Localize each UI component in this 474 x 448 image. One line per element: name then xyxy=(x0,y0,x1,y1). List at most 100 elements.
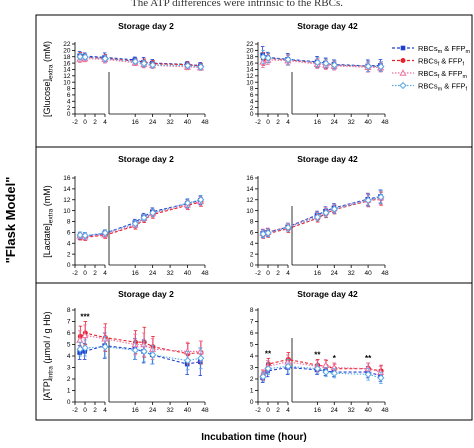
series-line xyxy=(262,195,381,234)
y-tick-label: 8 xyxy=(250,86,254,93)
x-tick-label: 40 xyxy=(184,270,192,277)
data-point xyxy=(76,231,84,239)
data-point xyxy=(264,365,272,373)
panel-title: Storage day 42 xyxy=(297,289,358,299)
significance-marker: ** xyxy=(265,349,272,358)
y-tick-label: 12 xyxy=(246,73,254,80)
y-tick-label: 1 xyxy=(250,388,254,395)
series-line xyxy=(80,332,202,355)
y-tick-label: 7 xyxy=(250,319,254,326)
y-tick-label: 0 xyxy=(67,399,71,406)
legend-label: RBCsm & FFPf xyxy=(418,82,468,93)
data-point xyxy=(131,346,139,354)
y-tick-label: 16 xyxy=(63,175,71,182)
x-tick-label: 48 xyxy=(201,407,209,414)
y-tick-label: 4 xyxy=(250,98,254,105)
data-point xyxy=(140,347,148,356)
data-point xyxy=(131,220,139,228)
x-tick-label: 16 xyxy=(314,407,322,414)
y-tick-label: 2 xyxy=(67,105,71,112)
x-tick-label: 0 xyxy=(83,119,87,126)
y-tick-label: 3 xyxy=(250,365,254,372)
y-tick-label: 1 xyxy=(67,388,71,395)
series-line xyxy=(80,201,202,238)
y-tick-label: 6 xyxy=(250,330,254,337)
data-point xyxy=(184,199,192,207)
y-axis-label: [ATP]intra (µmol / g Hb) xyxy=(42,311,55,400)
x-tick-label: 2 xyxy=(276,119,280,126)
x-tick-label: -2 xyxy=(255,270,261,277)
y-tick-label: 14 xyxy=(63,67,71,74)
x-tick-label: 16 xyxy=(314,270,322,277)
x-tick-label: 0 xyxy=(83,270,87,277)
y-tick-label: 4 xyxy=(250,240,254,247)
y-tick-label: 0 xyxy=(250,399,254,406)
series-line xyxy=(79,58,201,69)
x-tick-label: 40 xyxy=(364,270,372,277)
y-tick-label: 18 xyxy=(246,54,254,61)
x-tick-label: 16 xyxy=(132,270,140,277)
panel-title: Storage day 42 xyxy=(297,21,358,31)
series-line xyxy=(263,56,381,68)
x-tick-label: 2 xyxy=(93,270,97,277)
x-tick-label: 0 xyxy=(83,407,87,414)
legend-marker xyxy=(399,69,407,76)
series-line xyxy=(79,334,201,352)
data-point xyxy=(149,209,157,217)
y-tick-label: 2 xyxy=(67,251,71,258)
y-tick-label: 5 xyxy=(67,342,71,349)
y-tick-label: 0 xyxy=(250,262,254,269)
y-tick-label: 7 xyxy=(67,319,71,326)
x-tick-label: 40 xyxy=(184,119,192,126)
y-tick-label: 2 xyxy=(67,376,71,383)
legend-marker xyxy=(399,81,407,90)
x-tick-label: 24 xyxy=(149,119,157,126)
y-tick-label: 10 xyxy=(63,79,71,86)
data-point xyxy=(259,373,267,381)
x-tick-label: 24 xyxy=(331,407,339,414)
significance-marker: *** xyxy=(80,313,90,322)
x-tick-label: 32 xyxy=(348,407,356,414)
data-point xyxy=(364,196,372,204)
y-axis-label: [Lactate]extra (mM) xyxy=(42,185,55,257)
y-tick-label: 16 xyxy=(246,175,254,182)
data-point xyxy=(377,374,385,382)
data-point xyxy=(149,61,157,69)
data-point xyxy=(197,354,205,362)
y-tick-label: 2 xyxy=(250,251,254,258)
y-tick-label: 8 xyxy=(250,219,254,226)
y-tick-label: 6 xyxy=(250,92,254,99)
data-point xyxy=(101,55,109,63)
data-point xyxy=(197,196,205,204)
x-tick-label: 4 xyxy=(103,270,107,277)
y-tick-label: 10 xyxy=(63,208,71,215)
x-tick-label: 16 xyxy=(132,407,140,414)
y-tick-label: 10 xyxy=(246,79,254,86)
data-point xyxy=(81,232,89,240)
y-tick-label: 0 xyxy=(250,111,254,118)
x-tick-label: 32 xyxy=(166,270,174,277)
y-tick-label: 16 xyxy=(246,60,254,67)
legend-label: RBCsm & FFPm xyxy=(418,44,471,55)
y-axis-label: [Glucose]extra (mM) xyxy=(42,41,55,117)
x-tick-label: 4 xyxy=(103,119,107,126)
x-tick-label: 40 xyxy=(184,407,192,414)
y-tick-label: 8 xyxy=(250,307,254,314)
y-tick-label: 22 xyxy=(63,41,71,48)
series-line xyxy=(263,198,382,236)
data-point xyxy=(377,62,385,71)
series-line xyxy=(79,345,201,365)
x-tick-label: 24 xyxy=(331,270,339,277)
x-tick-label: 48 xyxy=(381,407,389,414)
x-tick-label: 24 xyxy=(149,407,157,414)
significance-marker: ** xyxy=(314,350,321,359)
x-tick-label: 4 xyxy=(103,407,107,414)
